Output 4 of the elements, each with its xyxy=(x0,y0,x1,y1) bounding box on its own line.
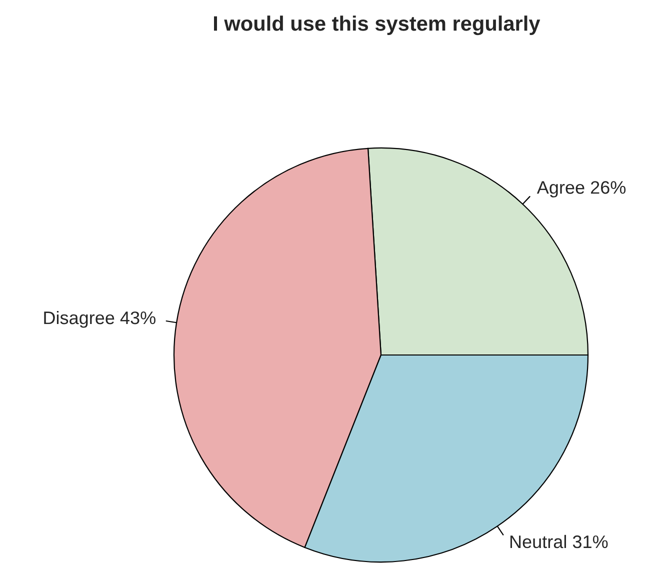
slice-label: Neutral 31% xyxy=(510,534,608,548)
slice-label: Agree 26% xyxy=(536,181,626,198)
chart-title: I would use this system regularly xyxy=(214,16,540,36)
slice-label: Disagree 43% xyxy=(44,310,156,328)
